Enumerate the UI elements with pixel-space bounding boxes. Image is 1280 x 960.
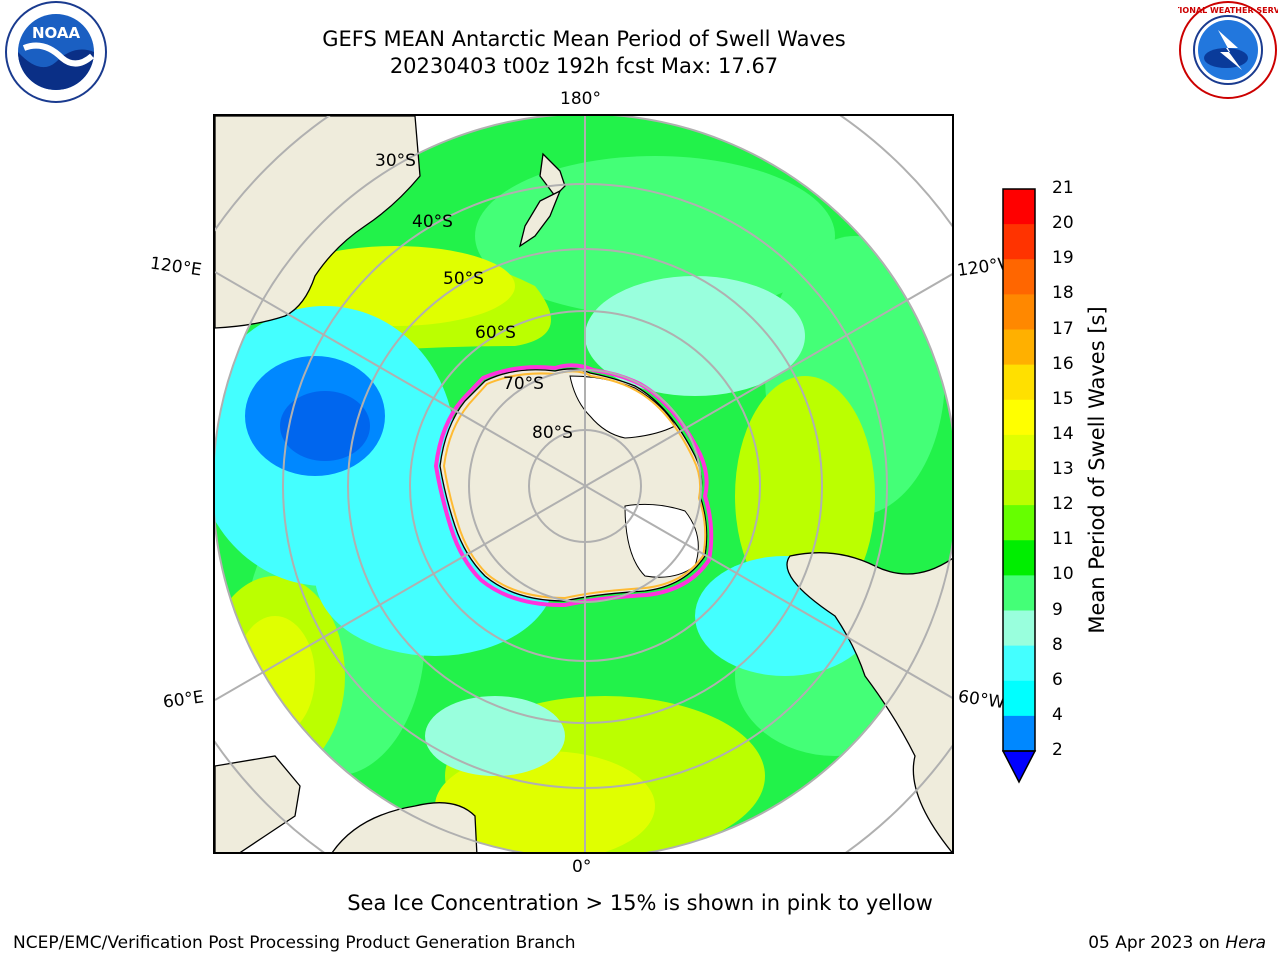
colorbar-tick-label: 16	[1052, 353, 1074, 374]
lon-label-120e: 120°E	[148, 253, 203, 281]
lon-label-0: 0°	[572, 857, 592, 877]
colorbar-tick-label: 11	[1052, 529, 1074, 550]
ice-shelves	[569, 375, 699, 578]
svg-text:NOAA: NOAA	[32, 24, 81, 42]
colorbar-bin	[1003, 680, 1035, 717]
svg-text:NATIONAL WEATHER SERVICE: NATIONAL WEATHER SERVICE	[1178, 6, 1278, 15]
colorbar-tick-label: 4	[1052, 704, 1063, 725]
sea-ice-note: Sea Ice Concentration > 15% is shown in …	[347, 891, 933, 915]
footer-machine: Hera	[1225, 933, 1266, 953]
lat-label-70s: 70°S	[503, 374, 544, 394]
colorbar-bin	[1003, 505, 1035, 541]
map-frame	[213, 114, 954, 854]
polar-map	[215, 116, 952, 852]
colorbar-tick-label: 17	[1052, 318, 1074, 339]
colorbar-bin	[1003, 645, 1035, 682]
colorbar-tick-label: 9	[1052, 599, 1063, 620]
chart-title: GEFS MEAN Antarctic Mean Period of Swell…	[322, 27, 846, 51]
colorbar-bin	[1003, 715, 1035, 752]
lat-label-30s: 30°S	[375, 151, 416, 171]
nws-logo: NATIONAL WEATHER SERVICE	[1162, 0, 1280, 104]
chart-subtitle: 20230403 t00z 192h fcst Max: 17.67	[389, 54, 779, 78]
colorbar-bin	[1003, 399, 1035, 436]
lat-label-40s: 40°S	[412, 212, 453, 232]
sea-ice-edge-yellow	[442, 370, 707, 600]
colorbar-tick-label: 20	[1052, 213, 1074, 234]
colorbar-tick-label: 2	[1052, 740, 1063, 760]
colorbar-bin	[1003, 294, 1035, 330]
colorbar	[1002, 188, 1037, 784]
lon-label-60e: 60°E	[161, 687, 206, 713]
colorbar-tick-label: 21	[1052, 178, 1074, 198]
lat-label-60s: 60°S	[475, 323, 516, 343]
colorbar-tick-label: 12	[1052, 494, 1074, 515]
colorbar-tick-label: 18	[1052, 283, 1074, 304]
colorbar-under-arrow	[1002, 750, 1037, 784]
colorbar-bin	[1003, 189, 1035, 225]
colorbar-bin	[1003, 364, 1035, 401]
lon-label-180: 180°	[560, 89, 601, 109]
footer-date: 05 Apr 2023 on Hera	[1088, 933, 1266, 953]
colorbar-tick-label: 13	[1052, 459, 1074, 479]
colorbar-tick-label: 14	[1052, 423, 1074, 444]
colorbar-bin	[1003, 259, 1035, 295]
colorbar-bin	[1003, 575, 1035, 611]
lat-label-50s: 50°S	[443, 269, 484, 289]
footer-credit: NCEP/EMC/Verification Post Processing Pr…	[13, 933, 576, 953]
colorbar-bin	[1003, 329, 1035, 366]
colorbar-tick-label: 10	[1052, 564, 1074, 585]
footer-date-text: 05 Apr 2023 on	[1088, 933, 1220, 953]
lon-label-60w: 60°W	[956, 686, 1007, 714]
colorbar-tick-label: 6	[1052, 669, 1063, 690]
lat-label-80s: 80°S	[532, 423, 573, 443]
colorbar-bin	[1003, 434, 1035, 471]
noaa-logo: NOAA	[4, 0, 108, 108]
colorbar-tick-label: 8	[1052, 634, 1063, 655]
colorbar-bin	[1003, 470, 1035, 506]
colorbar-bin	[1003, 540, 1035, 576]
colorbar-tick-label: 15	[1052, 388, 1074, 409]
colorbar-tick-label: 19	[1052, 248, 1074, 269]
colorbar-bin	[1003, 224, 1035, 260]
colorbar-bin	[1003, 610, 1035, 647]
colorbar-label: Mean Period of Swell Waves [s]	[1085, 306, 1109, 634]
graticule	[215, 116, 952, 852]
